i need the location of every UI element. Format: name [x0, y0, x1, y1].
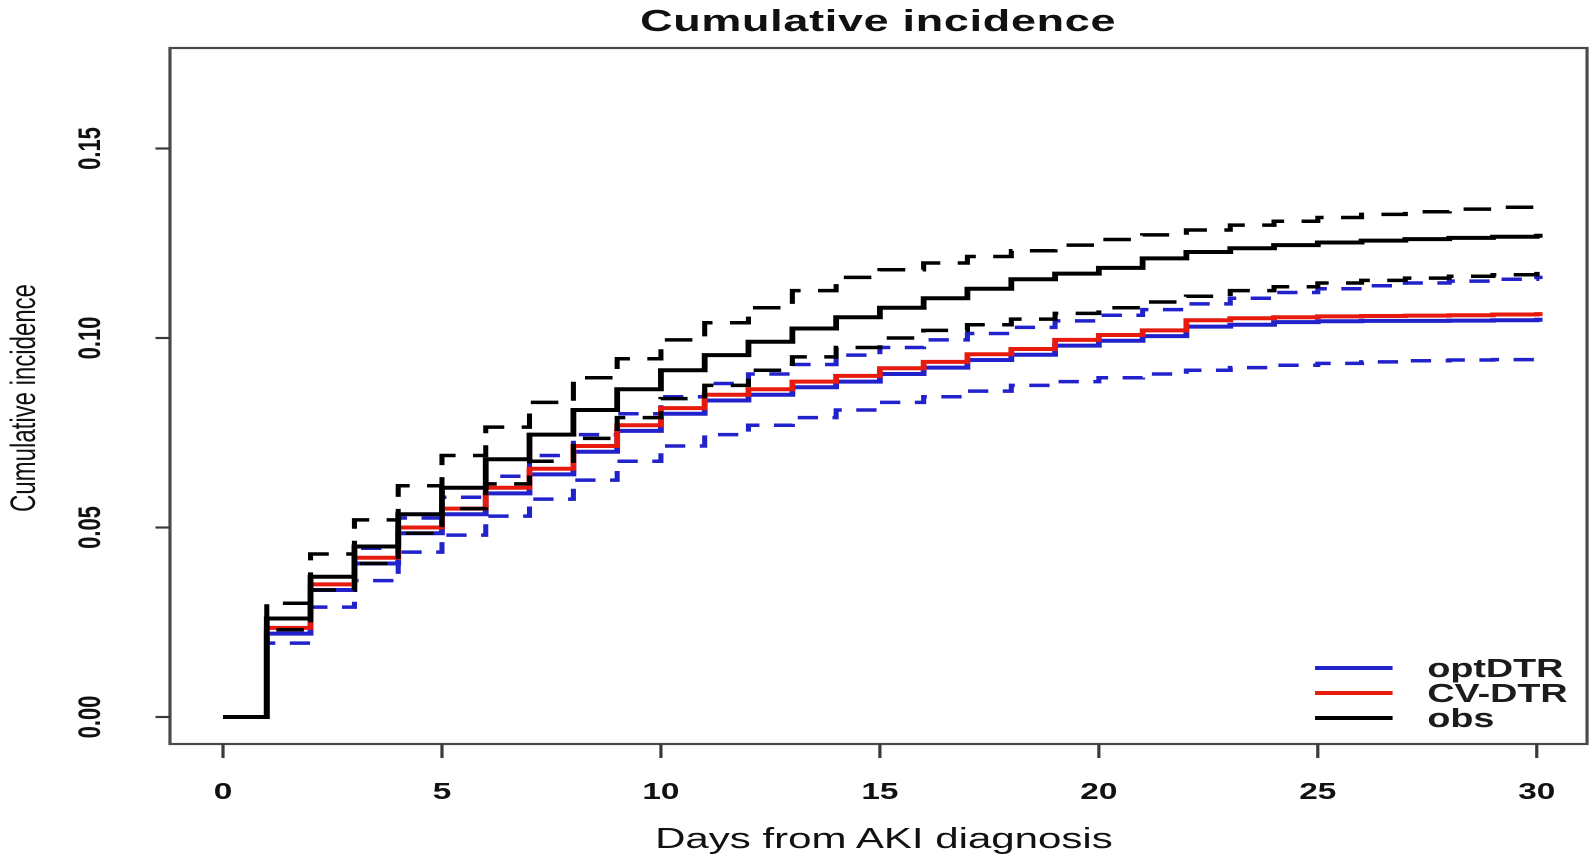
- plot-border: [168, 46, 1589, 746]
- x-axis-label: Days from AKI diagnosis: [655, 821, 1113, 854]
- y-tick-label-0.15: 0.15: [71, 127, 107, 170]
- legend-label-CV-DTR: CV-DTR: [1427, 679, 1567, 708]
- y-tick-label-0.05: 0.05: [71, 506, 107, 549]
- curve-optDTR: [223, 317, 1543, 719]
- legend-label-obs: obs: [1427, 704, 1494, 733]
- x-tick-label-15: 15: [861, 779, 898, 805]
- curve-optDTR-ci-lower: [223, 357, 1543, 719]
- chart-title: Cumulative incidence: [640, 4, 1116, 39]
- curve-obs-ci-lower: [223, 271, 1543, 719]
- y-axis-label: Cumulative incidence: [5, 284, 43, 512]
- y-tick-label-0.10: 0.10: [71, 317, 107, 360]
- curve-CV-DTR: [223, 312, 1543, 719]
- x-tick-label-30: 30: [1518, 779, 1555, 805]
- x-tick-label-25: 25: [1299, 779, 1336, 805]
- x-tick-label-5: 5: [433, 779, 452, 805]
- x-tick-label-10: 10: [642, 779, 679, 805]
- curve-obs: [223, 233, 1543, 719]
- curve-optDTR-ci-upper: [223, 275, 1543, 719]
- legend-label-optDTR: optDTR: [1427, 654, 1563, 683]
- x-tick-label-20: 20: [1080, 779, 1117, 805]
- x-tick-label-0: 0: [214, 779, 233, 805]
- curve-obs-ci-upper: [223, 203, 1543, 719]
- y-tick-label-0.00: 0.00: [71, 696, 107, 739]
